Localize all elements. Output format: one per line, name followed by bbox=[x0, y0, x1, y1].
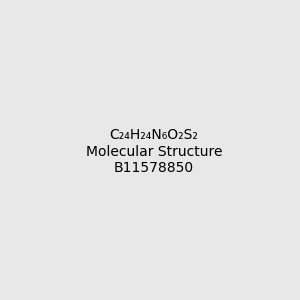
Text: C₂₄H₂₄N₆O₂S₂
Molecular Structure
B11578850: C₂₄H₂₄N₆O₂S₂ Molecular Structure B115788… bbox=[85, 128, 222, 175]
